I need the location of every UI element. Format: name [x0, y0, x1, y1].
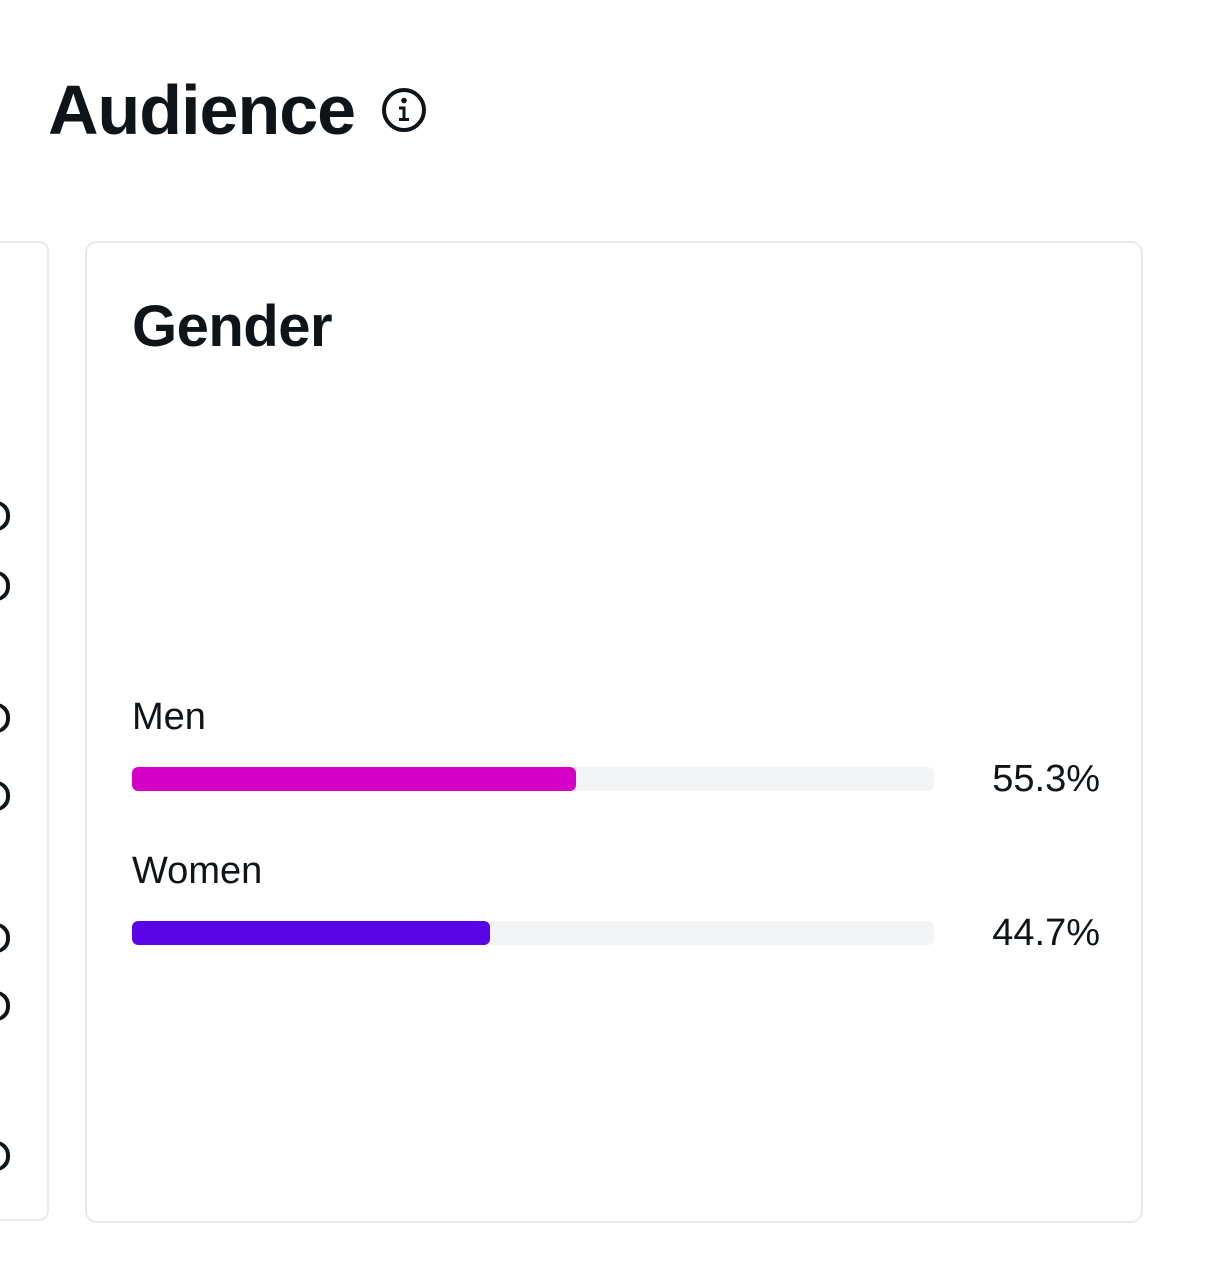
bar-line: 44.7%	[132, 912, 1100, 954]
gender-label: Women	[132, 850, 263, 892]
progress-fill	[132, 921, 491, 945]
gender-row-men: Men 55.3%	[132, 695, 1100, 800]
section-title: Audience	[48, 71, 356, 149]
progress-track	[132, 921, 934, 945]
gender-label: Men	[132, 696, 206, 738]
previous-card-edge	[0, 241, 49, 1221]
clipped-glyph	[0, 923, 10, 953]
percent-value: 44.7%	[992, 912, 1100, 954]
gender-row-women: Women 44.7%	[132, 849, 1100, 954]
clipped-glyph	[0, 781, 10, 811]
clipped-glyph	[0, 1141, 10, 1171]
progress-fill	[132, 767, 576, 791]
info-icon[interactable]	[381, 87, 427, 133]
percent-value: 55.3%	[992, 758, 1100, 800]
progress-track	[132, 767, 934, 791]
clipped-glyph	[0, 571, 10, 601]
bar-line: 55.3%	[132, 758, 1100, 800]
clipped-glyph	[0, 501, 10, 531]
gender-card: Gender Men 55.3% Women 44.7%	[85, 241, 1143, 1223]
clipped-glyph	[0, 703, 10, 733]
audience-header: Audience	[48, 68, 427, 152]
card-title: Gender	[132, 294, 333, 359]
clipped-glyph	[0, 991, 10, 1021]
